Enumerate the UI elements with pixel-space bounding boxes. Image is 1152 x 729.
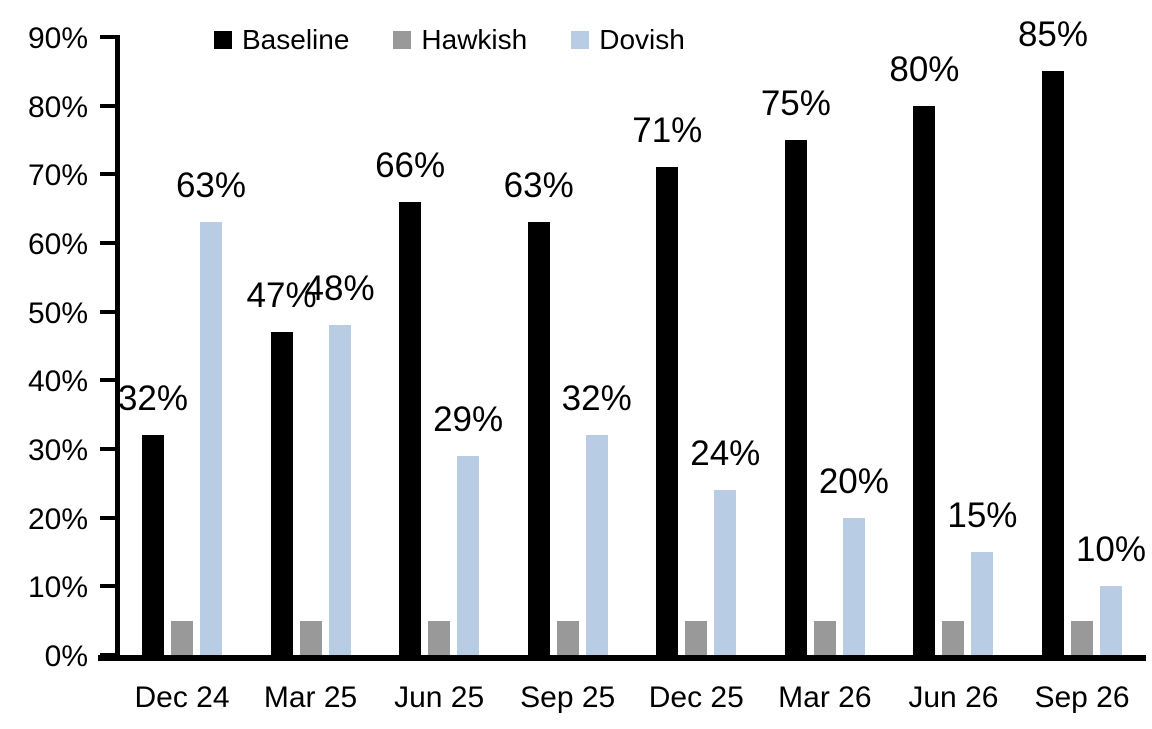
y-axis-label-2: 20% bbox=[27, 502, 88, 536]
bar-hawkish-2 bbox=[428, 620, 451, 655]
x-axis-label-0: Dec 24 bbox=[134, 681, 230, 714]
x-axis-label-1: Mar 25 bbox=[263, 681, 358, 714]
y-axis-tick-7 bbox=[100, 172, 116, 177]
legend-label-dovish: Dovish bbox=[599, 24, 685, 55]
y-axis-tick-8 bbox=[100, 103, 116, 108]
data-label-baseline-7: 85% bbox=[1017, 15, 1089, 55]
bar-dovish-7 bbox=[1099, 586, 1122, 655]
y-axis-label-5: 50% bbox=[27, 296, 88, 330]
data-label-baseline-0: 32% bbox=[117, 379, 189, 419]
data-label-baseline-4: 71% bbox=[632, 111, 703, 151]
x-axis-label-5: Mar 26 bbox=[778, 681, 872, 714]
data-label-dovish-2: 29% bbox=[433, 399, 504, 439]
data-label-dovish-1: 48% bbox=[304, 269, 375, 309]
legend-item-baseline: Baseline bbox=[214, 25, 349, 55]
y-axis-label-6: 60% bbox=[27, 228, 88, 261]
x-axis-label-6: Jun 26 bbox=[908, 681, 999, 714]
data-label-dovish-0: 63% bbox=[175, 166, 247, 206]
bar-baseline-3 bbox=[527, 222, 550, 655]
bar-dovish-6 bbox=[971, 552, 994, 655]
y-axis-tick-4 bbox=[100, 378, 116, 383]
y-axis-tick-9 bbox=[100, 35, 116, 39]
bar-dovish-2 bbox=[457, 455, 480, 655]
bar-baseline-2 bbox=[399, 201, 422, 655]
bar-hawkish-5 bbox=[813, 620, 836, 655]
bar-hawkish-6 bbox=[942, 620, 965, 655]
bar-hawkish-3 bbox=[556, 620, 579, 655]
y-axis-tick-5 bbox=[100, 309, 116, 314]
y-axis-label-4: 40% bbox=[27, 365, 88, 399]
bar-baseline-4 bbox=[656, 167, 679, 655]
data-label-baseline-6: 80% bbox=[889, 49, 960, 89]
y-axis-tick-1 bbox=[100, 584, 116, 589]
legend-label-baseline: Baseline bbox=[242, 24, 350, 55]
data-label-dovish-7: 10% bbox=[1075, 530, 1147, 570]
y-axis-label-3: 30% bbox=[27, 434, 88, 467]
y-axis-label-9: 90% bbox=[27, 22, 88, 55]
x-axis-label-3: Sep 25 bbox=[520, 681, 616, 714]
bar-baseline-0 bbox=[142, 435, 164, 655]
x-axis-label-7: Sep 26 bbox=[1034, 681, 1130, 714]
bar-dovish-0 bbox=[200, 222, 222, 655]
bar-baseline-6 bbox=[913, 105, 936, 655]
data-label-baseline-3: 63% bbox=[503, 166, 574, 206]
x-axis-label-2: Jun 25 bbox=[394, 681, 485, 714]
bar-hawkish-4 bbox=[685, 620, 708, 655]
x-axis bbox=[98, 655, 1146, 661]
y-axis-label-7: 70% bbox=[27, 159, 88, 193]
y-axis-label-1: 10% bbox=[27, 571, 88, 605]
y-axis bbox=[115, 35, 120, 661]
data-label-baseline-1: 47% bbox=[246, 276, 317, 316]
data-label-dovish-4: 24% bbox=[690, 434, 761, 474]
legend-item-dovish: Dovish bbox=[571, 25, 685, 55]
y-axis-tick-6 bbox=[100, 241, 116, 245]
legend-item-hawkish: Hawkish bbox=[393, 25, 527, 55]
y-axis-tick-2 bbox=[100, 515, 116, 520]
data-label-dovish-5: 20% bbox=[818, 461, 889, 501]
y-axis-label-0: 0% bbox=[44, 640, 88, 673]
legend-label-hawkish: Hawkish bbox=[421, 24, 528, 55]
bar-dovish-1 bbox=[328, 325, 351, 655]
data-label-dovish-6: 15% bbox=[947, 496, 1018, 535]
bar-baseline-7 bbox=[1041, 71, 1064, 655]
data-label-baseline-5: 75% bbox=[760, 84, 831, 123]
bar-dovish-5 bbox=[842, 517, 865, 655]
legend: Baseline Hawkish Dovish bbox=[214, 25, 685, 55]
legend-swatch-baseline-icon bbox=[214, 31, 232, 49]
bar-hawkish-7 bbox=[1070, 620, 1093, 655]
data-label-dovish-3: 32% bbox=[561, 379, 632, 419]
bar-hawkish-0 bbox=[171, 620, 193, 655]
bar-dovish-4 bbox=[714, 490, 737, 655]
legend-swatch-hawkish-icon bbox=[393, 31, 412, 49]
bar-baseline-1 bbox=[270, 332, 293, 655]
y-axis-tick-3 bbox=[100, 447, 116, 451]
data-label-baseline-2: 66% bbox=[375, 145, 446, 185]
legend-swatch-dovish-icon bbox=[571, 31, 590, 49]
bar-dovish-3 bbox=[585, 435, 608, 655]
bar-hawkish-1 bbox=[299, 620, 322, 655]
y-axis-label-8: 80% bbox=[27, 90, 88, 124]
x-axis-label-4: Dec 25 bbox=[648, 681, 744, 714]
bar-baseline-5 bbox=[784, 140, 807, 655]
y-axis-tick-0 bbox=[100, 653, 116, 657]
